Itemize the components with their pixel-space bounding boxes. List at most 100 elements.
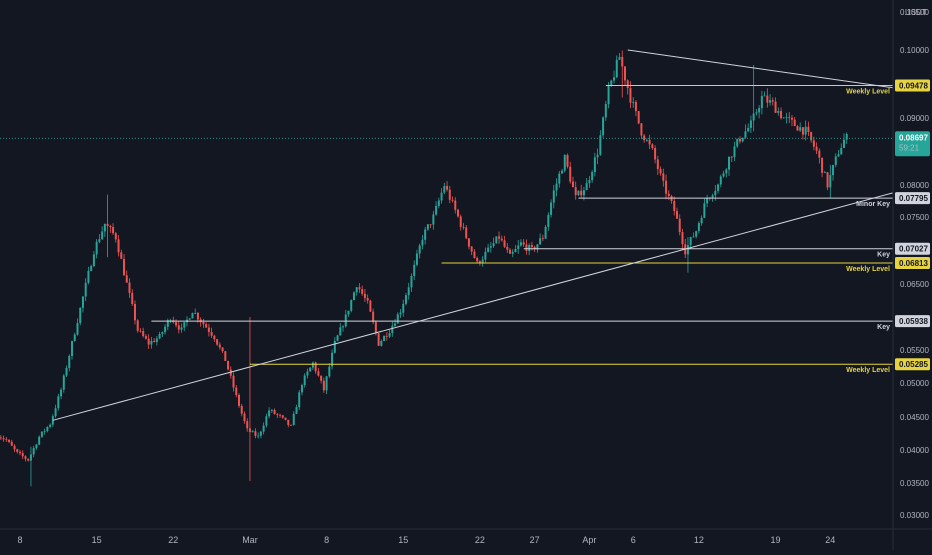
candle-body [440,192,443,201]
candle-body [681,232,684,245]
candle-body [749,120,752,128]
candle-body [728,156,731,170]
candle-body [358,287,361,290]
level-label: Weekly Level [846,88,890,95]
candle-body [265,416,268,426]
candle-body [292,413,295,425]
price-tick-label: 0.04000 [900,446,929,455]
candle-body [270,409,273,411]
candle-body [645,139,648,141]
level-price-value: 0.05938 [899,317,928,326]
candle-body [832,165,835,176]
candle-body [637,111,640,124]
candle-body [257,435,260,437]
time-tick-label: 19 [771,535,781,545]
candle-body [536,244,539,250]
level-price-value: 0.09478 [899,81,928,90]
candle-body [248,428,251,433]
candle-body [807,126,810,133]
time-tick-label: Mar [242,535,258,545]
time-tick-label: 8 [17,535,22,545]
candle-body [703,203,706,218]
candle-body [391,325,394,334]
candle-body [615,59,618,78]
price-tick-label: 0.05000 [900,379,929,388]
candle-body [68,355,71,368]
candle-body [840,147,843,155]
candle-body [49,424,52,427]
price-tick-label: 0.03000 [900,511,929,520]
candle-body [79,307,82,324]
candle-body [629,88,632,103]
candle-body [769,100,772,103]
candle-body [530,245,533,248]
candle-body [563,154,566,171]
candle-body [722,173,725,177]
candle-body [780,111,783,119]
candle-body [678,218,681,233]
candle-body [210,331,213,336]
price-axis[interactable]: USDT 0.10500 0.10000 0.09000 0.08000 0.07500… [892,0,929,550]
price-tick-label: 0.09000 [900,114,929,123]
candle-body [519,242,522,246]
level-price-box [895,192,930,205]
candle-body [604,104,607,118]
price-tick-label: 0.04500 [900,413,929,422]
candle-body [522,242,525,245]
candle-body [489,246,492,248]
candle-body [552,190,555,203]
candle-body [782,117,785,119]
level-price-value: 0.07027 [899,245,928,254]
candle-body [218,344,221,348]
candle-body [246,421,249,429]
candle-body [454,200,457,210]
candle-body [459,216,462,227]
candle-body [213,335,216,340]
candle-body [51,416,54,425]
candle-body [0,437,2,439]
candle-body [254,431,257,436]
candle-body [476,257,479,262]
candle-body [766,95,769,103]
candle-body [686,245,689,255]
candle-body [183,322,186,328]
candle-body [473,251,476,258]
candle-body [421,239,424,246]
candle-body [760,96,763,109]
candle-body [706,198,709,204]
candle-body [295,407,298,414]
time-tick-label: 22 [475,535,485,545]
candle-body [311,362,314,368]
candle-body [90,265,93,271]
candle-body [697,223,700,232]
candle-body [372,311,375,323]
candle-body [730,156,733,158]
candle-body [43,430,46,432]
candle-body [404,295,407,304]
currency-label: USDT [905,8,927,17]
candle-body [580,190,583,196]
time-axis[interactable]: 8 15 22 Mar 8 15 22 27 Apr 6 12 19 24 [0,528,932,545]
trend-line [627,49,894,89]
candle-body [544,226,547,239]
candle-body [333,340,336,353]
candle-body [593,157,596,173]
candle-body [339,327,342,336]
time-tick-label: 27 [530,535,540,545]
candle-body [232,375,235,388]
candle-body [478,261,481,264]
price-tick-label: 0.05500 [900,346,929,355]
candle-body [16,449,19,452]
candle-body [528,245,531,251]
candle-body [385,335,388,337]
candle-body [793,119,796,126]
candle-body [643,135,646,141]
candle-body [503,240,506,247]
candle-body [262,425,265,432]
candle-body [725,169,728,174]
candle-body [676,211,678,219]
candle-body [509,249,512,254]
candle-body [407,287,410,296]
